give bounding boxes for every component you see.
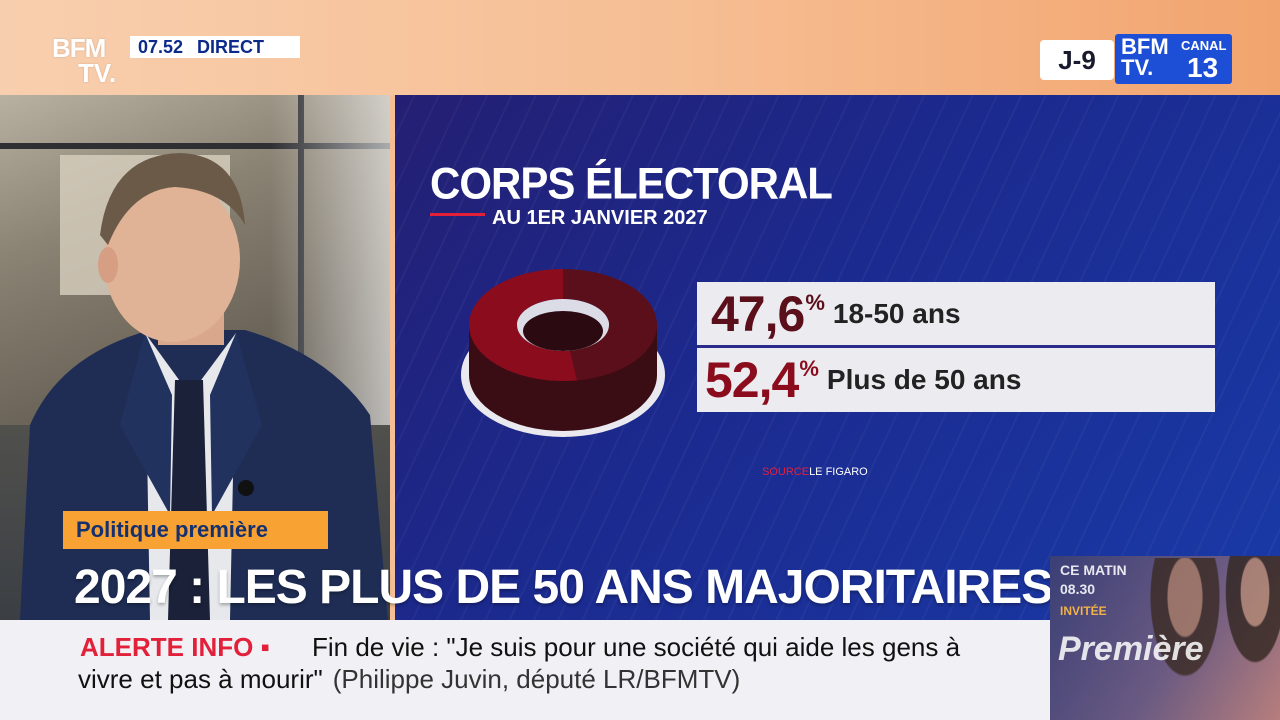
stat-unit-2: %	[799, 356, 819, 381]
stat-label-1: 18-50 ans	[832, 298, 961, 329]
headline: 2027 : LES PLUS DE 50 ANS MAJORITAIRES	[74, 561, 1053, 614]
source-name: LE FIGARO	[809, 466, 868, 478]
bfmtv-logo: BFM TV.	[52, 33, 126, 88]
stat-label-2: Plus de 50 ans	[826, 364, 1022, 395]
promo-label: CE MATIN	[1060, 562, 1127, 578]
source-credit: SOURCELE FIGARO	[762, 466, 868, 478]
graphic-title: CORPS ÉLECTORAL	[430, 158, 833, 209]
channel-badge: BFM TV. CANAL 13	[1115, 34, 1232, 84]
stat-value-1: 47,6	[711, 286, 805, 342]
logo-line2: TV.	[78, 57, 117, 88]
channel-number: 13	[1187, 52, 1219, 83]
channel-brand: BFM TV.	[1121, 34, 1169, 80]
stat-unit-1: %	[805, 290, 825, 315]
show-promo: CE MATIN 08.30 INVITÉE Première	[1050, 556, 1280, 720]
graphic-subtitle: AU 1ER JANVIER 2027	[492, 207, 708, 229]
infographic-panel: CORPS ÉLECTORAL AU 1ER JANVIER 2027 47,6…	[395, 95, 1280, 620]
ticker-edge	[0, 620, 62, 720]
stats-divider	[697, 345, 1215, 348]
countdown-badge: J-9	[1040, 40, 1114, 80]
alert-ticker: ALERTE INFO ▪ Fin de vie : "Je suis pour…	[62, 620, 1050, 720]
window-frame	[0, 143, 390, 149]
channel-canal-label: CANAL	[1181, 38, 1227, 53]
stats-box: 47,6 % 18-50 ans 52,4 % Plus de 50 ans	[697, 282, 1215, 412]
promo-hour: 08.30	[1060, 581, 1096, 597]
stat-value-2: 52,4	[705, 352, 799, 408]
stat-row-1: 47,6 % 18-50 ans	[697, 282, 1215, 346]
promo-guest-photo	[1145, 558, 1225, 688]
promo-show-name: Première	[1058, 630, 1204, 668]
live-badge: 07.52 DIRECT	[130, 36, 300, 58]
donut-chart	[461, 269, 665, 437]
live-label: DIRECT	[197, 36, 265, 57]
alert-text-line2: vivre et pas à mourir" (Philippe Juvin, d…	[78, 664, 740, 695]
channel-brand-line1: BFM	[1121, 34, 1169, 59]
stat-row-2: 52,4 % Plus de 50 ans	[697, 348, 1215, 412]
broadcast-time: 07.52	[138, 36, 184, 57]
donut-hole-inner	[523, 311, 603, 351]
alert-tag: ALERTE INFO ▪	[80, 632, 270, 662]
promo-host-photo	[1220, 556, 1280, 676]
promo-guest-label: INVITÉE	[1060, 604, 1107, 618]
alert-quote-end: vivre et pas à mourir"	[78, 664, 323, 694]
topic-tag: Politique première	[63, 511, 328, 549]
alert-attribution: (Philippe Juvin, député LR/BFMTV)	[332, 664, 741, 694]
logo-line1: BFM	[52, 33, 106, 63]
title-accent-rule	[430, 213, 485, 216]
channel-brand-line2: TV.	[1121, 54, 1154, 80]
source-prefix: SOURCE	[762, 466, 810, 478]
donut-slice-2	[468, 269, 578, 381]
donut-slice-1	[563, 269, 657, 381]
alert-text-line1: Fin de vie : "Je suis pour une société q…	[312, 632, 961, 662]
